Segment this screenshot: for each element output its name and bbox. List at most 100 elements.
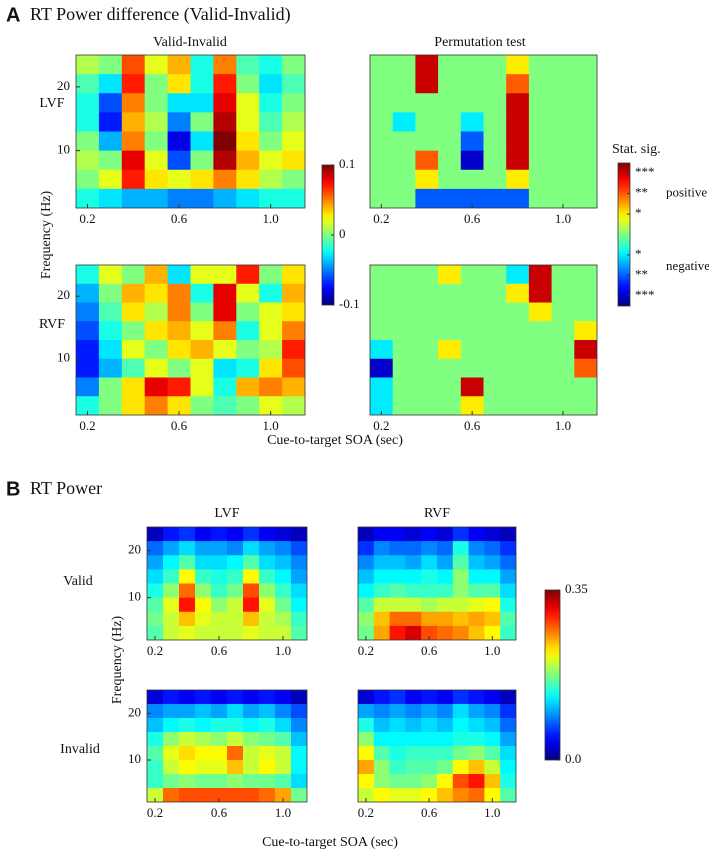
heatmap-cell [415, 340, 439, 360]
heatmap-cell [574, 396, 597, 415]
heatmap-cell [282, 302, 305, 322]
heatmap-cell [500, 541, 516, 556]
heatmap-cell [389, 541, 406, 556]
heatmap-cell [121, 55, 146, 75]
heatmap-cell [370, 169, 394, 190]
heatmap [147, 527, 307, 640]
x-tick-label: 0.2 [79, 418, 95, 433]
heatmap-cell [179, 583, 196, 599]
heatmap-cell [551, 169, 575, 190]
heatmap-cell [483, 283, 507, 304]
heatmap-cell [121, 321, 146, 341]
heatmap-cell [460, 150, 485, 171]
heatmap-cell [483, 340, 507, 360]
heatmap-cell [211, 690, 228, 705]
heatmap-cell [144, 340, 169, 360]
heatmap-cell [483, 302, 507, 322]
colorbar-tick-label: 0.1 [339, 156, 355, 171]
heatmap-cell [574, 150, 597, 171]
colorbar-title: Stat. sig. [612, 142, 661, 157]
heatmap-cell [415, 169, 439, 190]
heatmap-cell [460, 377, 485, 397]
heatmap-cell [195, 690, 212, 705]
heatmap-cell [291, 746, 307, 761]
heatmap-cell [389, 555, 406, 570]
heatmap-cell [243, 690, 260, 705]
heatmap-cell [98, 377, 123, 397]
heatmap-cell [195, 583, 212, 599]
colorbar-tick-label: *** [635, 287, 655, 302]
heatmap-cell [282, 396, 305, 415]
heatmap-cell [373, 760, 391, 775]
heatmap-cell [528, 358, 553, 379]
heatmap-cell [282, 358, 305, 379]
heatmap-cell [236, 188, 260, 208]
heatmap-cell [76, 396, 100, 415]
heatmap-cell [405, 555, 422, 570]
heatmap-cell [121, 150, 146, 171]
heatmap-cell [358, 583, 375, 599]
heatmap-cell [437, 597, 454, 613]
heatmap-cell [500, 704, 516, 719]
heatmap-cell [483, 377, 507, 397]
heatmap-cell [415, 188, 439, 208]
y-tick-label: 10 [128, 751, 141, 766]
heatmap-cell [213, 55, 237, 75]
heatmap-cell [243, 760, 260, 775]
heatmap-cell [259, 583, 276, 599]
heatmap-cell [76, 265, 100, 285]
heatmap-cell [121, 302, 146, 322]
heatmap-cell [370, 188, 394, 208]
heatmap-cell [484, 541, 501, 556]
heatmap-cell [438, 321, 462, 341]
heatmap-cell [147, 718, 164, 733]
heatmap-cell [259, 55, 283, 75]
heatmap-cell [437, 611, 454, 627]
colorbar-tick-label: 0.35 [565, 581, 588, 596]
heatmap-cell [358, 569, 375, 585]
heatmap-cell [282, 74, 305, 94]
heatmap-cell [468, 527, 485, 542]
heatmap-cell [389, 569, 406, 585]
heatmap-cell [358, 760, 375, 775]
heatmap-cell [147, 527, 164, 542]
heatmap-cell [421, 760, 438, 775]
heatmap-cell [259, 74, 283, 94]
heatmap-cell [291, 611, 307, 627]
heatmap-cell [144, 283, 169, 304]
heatmap-cell [243, 541, 260, 556]
heatmap-cell [144, 188, 169, 208]
heatmap-cell [259, 302, 283, 322]
heatmap-cell [167, 265, 192, 285]
heatmap-cell [243, 774, 260, 789]
heatmap-cell [452, 625, 470, 640]
heatmap-cell [213, 321, 237, 341]
heatmap-cell [144, 169, 169, 190]
heatmap-cell [438, 283, 462, 304]
heatmap-cell [190, 93, 214, 113]
heatmap-cell [98, 358, 123, 379]
heatmap-cell [551, 74, 575, 94]
heatmap-cell [179, 611, 196, 627]
plot-frame [357, 526, 517, 641]
heatmap-cell [421, 774, 438, 789]
heatmap-cell [574, 93, 597, 113]
heatmap-cell [358, 732, 375, 747]
heatmap-cell [243, 625, 260, 640]
heatmap-cell [438, 169, 462, 190]
heatmap-cell [98, 188, 123, 208]
heatmap-cell [551, 188, 575, 208]
heatmap-cell [282, 265, 305, 285]
heatmap-cell [291, 597, 307, 613]
heatmap-cell [500, 760, 516, 775]
heatmap-cell [190, 112, 214, 133]
heatmap-cell [243, 583, 260, 599]
heatmap-cell [373, 746, 391, 761]
x-tick-label: 0.2 [373, 418, 389, 433]
heatmap-cell [415, 112, 439, 133]
heatmap-cell [392, 265, 416, 285]
heatmap-cell [483, 55, 507, 75]
heatmap-cell [437, 690, 454, 705]
heatmap-cell [528, 150, 553, 171]
heatmap-cell [195, 569, 212, 585]
